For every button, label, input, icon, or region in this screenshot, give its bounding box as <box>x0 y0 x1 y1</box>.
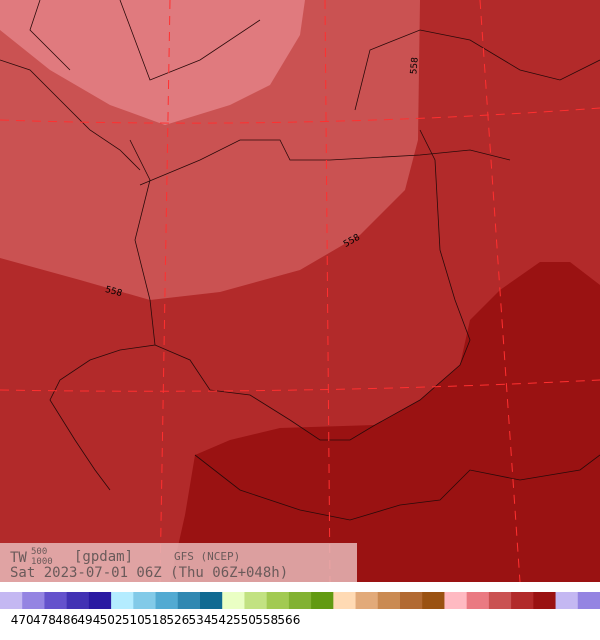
colorbar-cell <box>111 592 134 609</box>
contour-label: 558 <box>104 285 123 299</box>
grid-line <box>0 0 600 583</box>
colorbar-cell <box>511 592 534 609</box>
colorbar-label: 534 <box>189 613 212 627</box>
border <box>139 139 511 186</box>
colorbar-cell <box>533 592 557 609</box>
colorbar-cell <box>222 592 245 609</box>
colorbar-label: 510 <box>122 613 145 627</box>
colorbar-cell <box>577 592 600 609</box>
lower-level: 1000 <box>31 557 53 567</box>
colorbar-cell <box>422 592 445 609</box>
info-background <box>0 543 357 582</box>
coastline <box>0 0 261 171</box>
field-dark <box>170 262 600 582</box>
colorbar-label: 494 <box>77 613 100 627</box>
contour-label: 558 <box>409 57 420 75</box>
unit: [gpdam] <box>74 549 133 565</box>
colorbar-label: 558 <box>255 613 278 627</box>
border <box>154 129 471 441</box>
colorbar-cell <box>355 592 379 609</box>
field-lightest <box>0 0 305 125</box>
colorbar-cell <box>200 592 223 609</box>
field-name: TW <box>10 550 27 566</box>
colorbar-label: 542 <box>211 613 234 627</box>
colorbar-label: 518 <box>144 613 167 627</box>
colorbar-label: 486 <box>55 613 78 627</box>
colorbar-label: 502 <box>100 613 123 627</box>
colorbar-label: 526 <box>166 613 189 627</box>
colorbar-label: 550 <box>233 613 256 627</box>
colorbar-cell <box>466 592 490 609</box>
colorbar-cell <box>266 592 290 609</box>
colorbar-cell <box>444 592 468 609</box>
colorbar-label: 470 <box>11 613 34 627</box>
border <box>49 139 156 491</box>
colorbar-cell <box>177 592 201 609</box>
colorbar-cell <box>288 592 312 609</box>
colorbar-cell <box>0 592 23 609</box>
colorbar-cell <box>400 592 423 609</box>
colorbar-cell <box>22 592 45 609</box>
colorbar-cell <box>488 592 512 609</box>
upper-level: 500 <box>31 547 47 557</box>
colorbar-cell <box>66 592 90 609</box>
model: GFS (NCEP) <box>174 550 240 563</box>
border <box>194 454 600 521</box>
colorbar-label: 478 <box>33 613 56 627</box>
colorbar-cell <box>44 592 68 609</box>
colorbar-cell <box>155 592 179 609</box>
colorbar-cell <box>333 592 357 609</box>
colorbar-cell <box>311 592 334 609</box>
colorbar-cell <box>377 592 401 609</box>
colorbar-cell <box>133 592 157 609</box>
valid-time: Sat 2023-07-01 06Z (Thu 06Z+048h) <box>10 565 288 581</box>
colorbar-cell <box>555 592 579 609</box>
border <box>354 29 600 111</box>
colorbar-label: 566 <box>277 613 300 627</box>
info-box: TW 500 1000 [gpdam] GFS (NCEP) Sat 2023-… <box>0 543 357 582</box>
colorbar: 470 478 486 494 502 510 518 526 534 542 550 558 566 <box>0 592 600 627</box>
map: 558 558 558 <box>0 0 600 583</box>
colorbar-cell <box>244 592 268 609</box>
colorbar-cell <box>88 592 112 609</box>
